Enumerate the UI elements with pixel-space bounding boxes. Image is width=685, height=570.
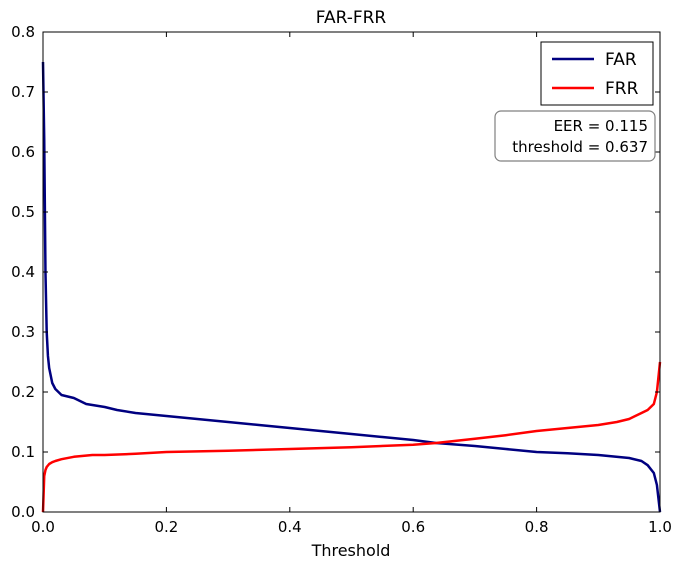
eer-annotation: EER = 0.115 threshold = 0.637 (494, 110, 656, 162)
y-tick-label: 0.3 (11, 323, 35, 341)
x-tick-label: 0.4 (278, 518, 302, 536)
annotation-threshold: threshold = 0.637 (512, 138, 648, 156)
legend: FAR FRR (540, 41, 654, 106)
x-axis-label: Threshold (311, 541, 391, 560)
annotation-box (494, 110, 656, 162)
x-tick-label: 1.0 (648, 518, 672, 536)
legend-label-far: FAR (605, 50, 637, 70)
ticks-layer: 0.0 0.2 0.4 0.6 0.8 1.0 0.0 0.1 0.2 0.3 0.4 0.5 0.6 0… (11, 23, 672, 536)
y-tick-label: 0.7 (11, 83, 35, 101)
y-tick-label: 0.8 (11, 23, 35, 41)
x-tick-label: 0.0 (31, 518, 55, 536)
y-tick-label: 0.4 (11, 263, 35, 281)
series-line-far (41, 61, 662, 513)
series-line-frr (41, 361, 662, 513)
annotation-eer: EER = 0.115 (554, 117, 648, 135)
y-tick-label: 0.5 (11, 203, 35, 221)
legend-box (540, 41, 654, 106)
y-tick-label: 0.6 (11, 143, 35, 161)
legend-label-frr: FRR (605, 79, 639, 99)
series-layer (41, 61, 662, 513)
x-tick-label: 0.6 (401, 518, 425, 536)
x-tick-label: 0.2 (154, 518, 178, 536)
chart-title: FAR-FRR (316, 8, 387, 28)
y-tick-label: 0.2 (11, 383, 35, 401)
x-tick-label: 0.8 (525, 518, 549, 536)
y-tick-label: 0.1 (11, 443, 35, 461)
y-tick-label: 0.0 (11, 503, 35, 521)
